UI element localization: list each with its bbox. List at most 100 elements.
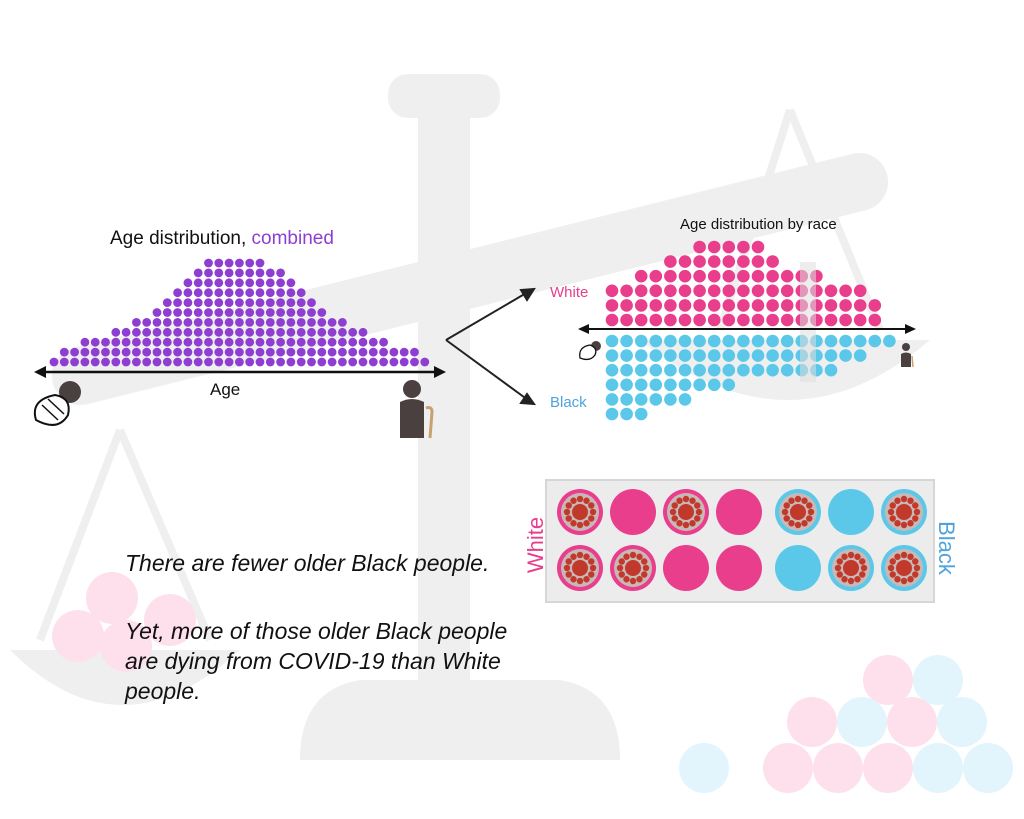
baby-icon-small — [579, 341, 601, 361]
combined-dot — [224, 268, 234, 278]
ball-pile-left — [52, 572, 196, 672]
combined-dot — [276, 308, 285, 317]
combined-dot — [235, 318, 244, 327]
white-dot — [722, 284, 736, 298]
white-dot — [824, 299, 838, 312]
black-dot — [634, 334, 648, 348]
combined-dot — [214, 298, 224, 307]
combined-dot — [183, 357, 193, 367]
combined-dot — [214, 357, 224, 367]
combined-dot — [307, 318, 316, 327]
black-dot — [737, 349, 750, 362]
combined-dot — [265, 357, 275, 367]
combined-dot — [255, 357, 265, 367]
white-dot — [693, 313, 706, 327]
pile-ball — [787, 697, 837, 747]
white-dot — [780, 299, 794, 312]
black-dot — [751, 349, 765, 362]
combined-dot — [183, 278, 193, 288]
combined-dot — [142, 327, 152, 337]
combined-dot — [162, 347, 172, 357]
combined-dot — [193, 327, 203, 337]
combined-dot — [214, 308, 224, 317]
combined-dot — [59, 357, 69, 367]
white-dot — [722, 269, 736, 283]
combined-dot — [245, 258, 255, 268]
combined-dot — [204, 327, 213, 337]
combined-dot — [255, 318, 265, 327]
combined-dot — [307, 327, 316, 337]
race-age-axis — [578, 324, 916, 334]
left-pan — [10, 650, 240, 705]
baby-icon — [33, 381, 81, 426]
black-dot — [634, 378, 648, 392]
white-dot — [751, 284, 765, 298]
combined-dot — [317, 327, 327, 337]
combined-dot — [265, 337, 275, 347]
black-dot — [839, 334, 852, 348]
combined-dot — [204, 288, 213, 298]
combined-dot — [276, 347, 285, 357]
combined-dot — [132, 357, 141, 367]
combined-dot — [162, 318, 172, 327]
combined-dot — [193, 278, 203, 288]
black-dot — [620, 334, 633, 348]
combined-dot — [286, 337, 296, 347]
black-dot — [605, 349, 619, 362]
combined-dot — [265, 318, 275, 327]
combined-dot — [235, 308, 244, 317]
white-dot — [634, 284, 648, 298]
combined-dot — [245, 347, 255, 357]
combined-dot — [265, 308, 275, 317]
combined-dot — [121, 337, 131, 347]
combined-dot — [235, 288, 244, 298]
combined-dot — [245, 318, 255, 327]
black-dot — [678, 393, 692, 406]
pile-ball — [100, 620, 152, 672]
combined-dot — [255, 278, 265, 288]
combined-dot — [296, 318, 306, 327]
pile-ball — [813, 743, 863, 793]
combined-dot — [152, 347, 162, 357]
combined-dot — [142, 347, 152, 357]
combined-dot — [379, 357, 388, 367]
combined-dot — [245, 288, 255, 298]
race-chart-title: Age distribution by race — [680, 216, 837, 233]
combined-dot — [183, 288, 193, 298]
black-dot — [678, 378, 692, 392]
combined-dot — [224, 347, 234, 357]
pile-ball — [937, 697, 987, 747]
white-dot — [664, 299, 677, 312]
combined-dot — [255, 268, 265, 278]
combined-dot — [152, 337, 162, 347]
covid-virus-icon — [663, 489, 709, 535]
black-dot — [693, 378, 706, 392]
uninfected-white-cell — [663, 545, 709, 591]
black-dot — [824, 349, 838, 362]
white-dot — [693, 299, 706, 312]
white-dot — [664, 269, 677, 283]
combined-dot — [49, 357, 59, 367]
combined-dot — [121, 327, 131, 337]
combined-dot — [348, 357, 358, 367]
white-dot — [780, 313, 794, 327]
panel-white-label: White — [523, 516, 548, 574]
combined-dot — [173, 347, 183, 357]
uninfected-white-cell — [716, 489, 762, 535]
combined-dot — [265, 327, 275, 337]
black-dot — [678, 363, 692, 377]
white-dot — [737, 269, 750, 283]
combined-dot — [389, 357, 399, 367]
black-dot — [634, 407, 648, 421]
black-dot — [605, 407, 619, 421]
combined-dot — [245, 337, 255, 347]
combined-dot — [183, 308, 193, 317]
white-dot — [751, 299, 765, 312]
combined-dot — [327, 318, 337, 327]
white-dot — [634, 313, 648, 327]
white-dot — [853, 313, 867, 327]
combined-dot — [245, 298, 255, 307]
white-dot — [853, 284, 867, 298]
covid-virus-icon — [881, 545, 927, 591]
white-dot — [751, 313, 765, 327]
